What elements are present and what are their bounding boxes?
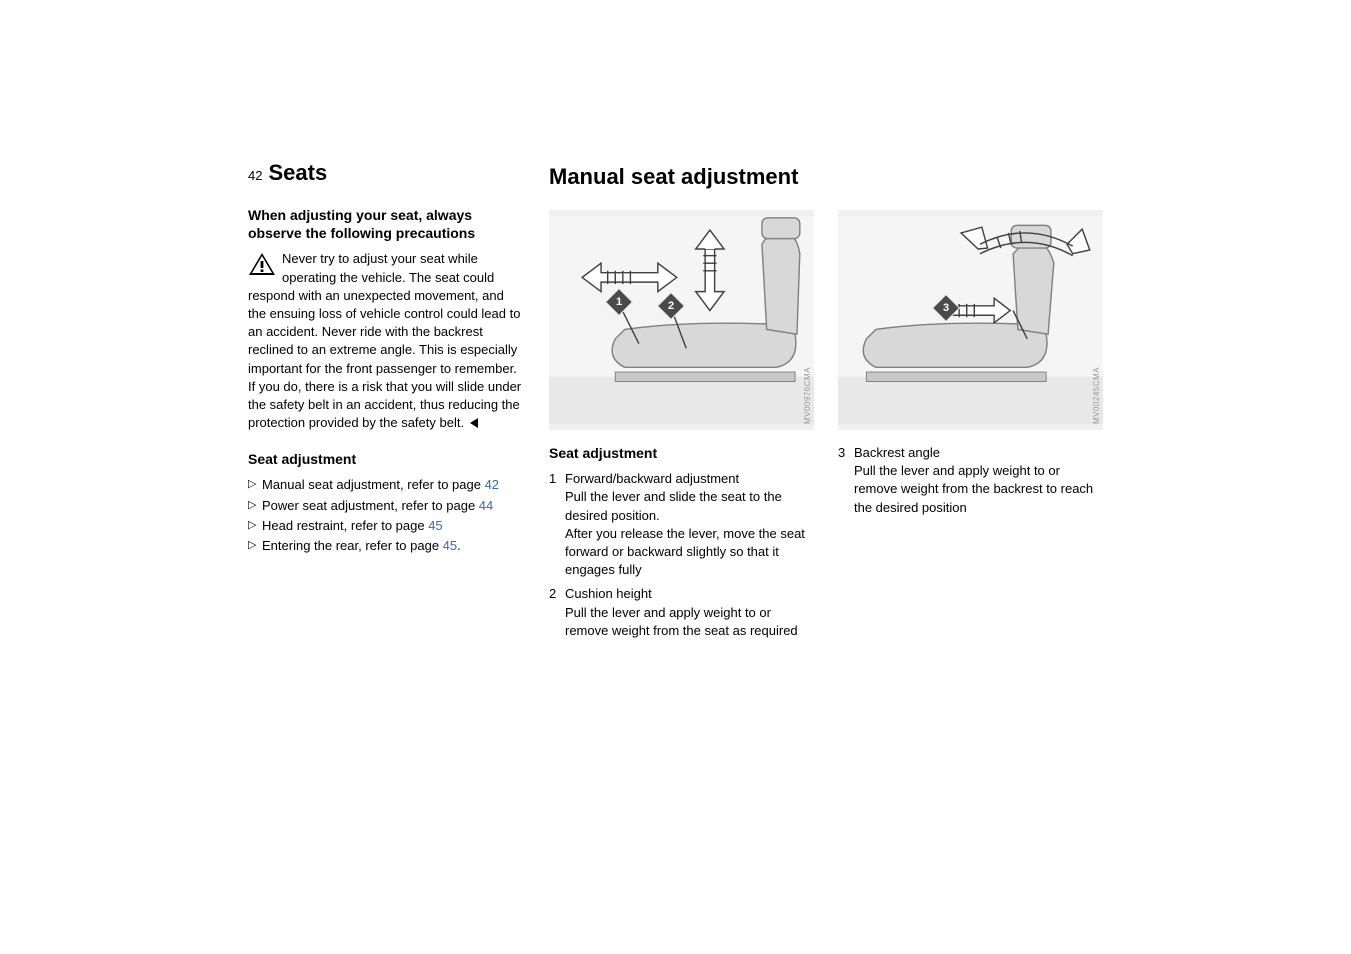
adjustment-list-right: 3 Backrest angle Pull the lever and appl… — [838, 444, 1103, 517]
seat-illustration-1 — [549, 210, 814, 430]
mid-heading: Seat adjustment — [549, 444, 814, 462]
item-title: Backrest angle — [854, 444, 1103, 462]
warning-icon — [248, 252, 276, 276]
page-link[interactable]: 44 — [479, 498, 493, 513]
figure-credit-2: MV00245CMA — [1092, 367, 1101, 424]
column-1: When adjusting your seat, always observe… — [248, 164, 525, 646]
page-link[interactable]: 45 — [443, 538, 457, 553]
seat-illustration-2 — [838, 210, 1103, 430]
ref-text: Manual seat adjustment, refer to page — [262, 477, 485, 492]
item-body: Pull the lever and apply weight to or re… — [565, 604, 814, 640]
text-columns-row: Seat adjustment 1 Forward/backward adjus… — [549, 444, 1103, 646]
item-body: Pull the lever and slide the seat to the… — [565, 488, 814, 579]
right-block: Manual seat adjustment — [549, 164, 1103, 646]
column-2: Seat adjustment 1 Forward/backward adjus… — [549, 444, 814, 646]
precaution-heading: When adjusting your seat, always observe… — [248, 206, 525, 242]
item-title: Forward/backward adjustment — [565, 470, 814, 488]
figures-row: 1 2 MV00976CMA — [549, 210, 1103, 430]
list-item: 3 Backrest angle Pull the lever and appl… — [838, 444, 1103, 517]
section-title-right: Manual seat adjustment — [549, 164, 1103, 190]
item-number: 3 — [838, 444, 854, 517]
ref-item-manual: Manual seat adjustment, refer to page 42 — [248, 476, 525, 494]
item-title: Cushion height — [565, 585, 814, 603]
ref-text-suffix: . — [457, 538, 461, 553]
reference-list: Manual seat adjustment, refer to page 42… — [248, 476, 525, 555]
ref-text: Entering the rear, refer to page — [262, 538, 443, 553]
figure-credit-1: MV00976CMA — [803, 367, 812, 424]
item-number: 1 — [549, 470, 565, 579]
figure-1: 1 2 MV00976CMA — [549, 210, 814, 430]
page-link[interactable]: 45 — [428, 518, 442, 533]
ref-item-rear: Entering the rear, refer to page 45. — [248, 537, 525, 555]
item-number: 2 — [549, 585, 565, 640]
warning-block: Never try to adjust your seat while oper… — [248, 250, 525, 432]
seat-adjustment-heading: Seat adjustment — [248, 450, 525, 468]
ref-text: Power seat adjustment, refer to page — [262, 498, 479, 513]
ref-item-head: Head restraint, refer to page 45 — [248, 517, 525, 535]
ref-item-power: Power seat adjustment, refer to page 44 — [248, 497, 525, 515]
page-columns: When adjusting your seat, always observe… — [248, 206, 1103, 646]
end-marker-icon — [469, 418, 479, 428]
adjustment-list-left: 1 Forward/backward adjustment Pull the l… — [549, 470, 814, 640]
list-item: 1 Forward/backward adjustment Pull the l… — [549, 470, 814, 579]
warning-text: Never try to adjust your seat while oper… — [248, 251, 521, 430]
item-body: Pull the lever and apply weight to or re… — [854, 462, 1103, 517]
figure-2: 3 MV00245CMA — [838, 210, 1103, 430]
page-link[interactable]: 42 — [485, 477, 499, 492]
ref-text: Head restraint, refer to page — [262, 518, 428, 533]
list-item: 2 Cushion height Pull the lever and appl… — [549, 585, 814, 640]
column-3: 3 Backrest angle Pull the lever and appl… — [838, 444, 1103, 646]
